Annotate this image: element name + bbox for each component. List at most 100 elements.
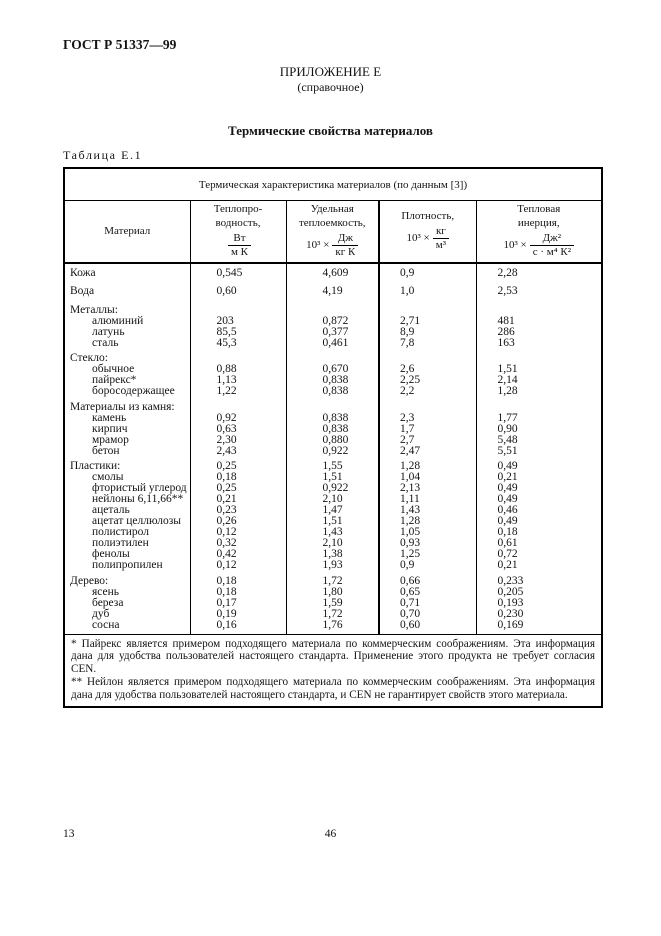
col-header-thermal-inertia: Тепловая инерция, 10³ × Дж² с · м⁴ К² (475, 200, 603, 264)
appendix-title: ПРИЛОЖЕНИЕ Е (279, 64, 382, 79)
value-cell: 2,3 (378, 412, 476, 424)
material-cell: фенолы (92, 548, 130, 560)
value-cell: 2,30 (189, 434, 286, 446)
value-cell: 286 (475, 326, 603, 338)
value-cell: 0,49 (475, 482, 603, 494)
material-cell: береза (92, 596, 124, 609)
table-row: Дерево: 0,18 1,72 0,66 0,233 (64, 571, 603, 587)
value-cell: 0,18 (189, 586, 286, 598)
value-cell: 0,66 (378, 571, 476, 587)
value-cell: 0,461 (285, 337, 379, 349)
value-cell: 0,23 (189, 504, 286, 516)
material-cell: Дерево: (70, 574, 109, 587)
value-cell: 1,72 (285, 571, 379, 587)
unit-denominator: кг К (335, 246, 356, 259)
value-cell: 1,28 (378, 456, 476, 472)
value-cell: 0,838 (285, 374, 379, 386)
value-cell: 0,49 (475, 493, 603, 505)
table-row: камень 0,92 0,838 2,3 1,77 (64, 412, 603, 424)
table-row: нейлоны 6,11,66** 0,21 2,10 1,11 0,49 (64, 493, 603, 505)
value-cell: 45,3 (189, 337, 286, 349)
value-cell: 5,51 (475, 445, 603, 457)
unit-fraction: Вт м К (227, 232, 252, 261)
value-cell: 0,670 (285, 363, 379, 375)
unit-denominator: с · м⁴ К² (532, 246, 571, 259)
value-cell: 1,51 (285, 471, 379, 483)
unit-density: 10³ × кг м³ (381, 225, 475, 254)
value-cell: 2,6 (378, 363, 476, 375)
table-caption-row: Термическая характеристика материалов (п… (64, 168, 603, 201)
value-cell: 1,04 (378, 471, 476, 483)
table-row: полистирол 0,12 1,43 1,05 0,18 (64, 526, 603, 538)
value-cell: 1,0 (378, 282, 476, 300)
value-cell: 0,93 (378, 537, 476, 549)
table-row: Стекло: (64, 348, 603, 364)
page-number-left: 13 (63, 828, 75, 840)
value-cell (378, 397, 476, 413)
material-cell: Вода (70, 284, 95, 297)
value-cell: 1,43 (285, 526, 379, 538)
material-cell: алюминий (92, 314, 144, 327)
value-cell: 0,90 (475, 423, 603, 435)
unit-numerator: Дж (332, 232, 359, 247)
value-cell: 1,38 (285, 548, 379, 560)
table-row: полипропилен 0,12 1,93 0,9 0,21 (64, 559, 603, 571)
material-cell: кирпич (92, 422, 128, 435)
table-row: боросодержащее 1,22 0,838 2,2 1,28 (64, 385, 603, 397)
table-row: алюминий 203 0,872 2,71 481 (64, 314, 603, 327)
table-row: фтористый углерод 0,25 0,922 2,13 0,49 (64, 482, 603, 494)
footnotes-row: * Пайрекс является примером подходящего … (64, 633, 603, 708)
materials-table: Термическая характеристика материалов (п… (63, 167, 604, 709)
unit-prefix: 10³ × (406, 232, 430, 245)
unit-thermal-inertia: 10³ × Дж² с · м⁴ К² (478, 232, 601, 261)
table-row: дуб 0,19 1,72 0,70 0,230 (64, 608, 603, 620)
footnote: ** Нейлон является примером подходящего … (71, 676, 596, 702)
value-cell: 0,25 (189, 456, 286, 472)
value-cell: 0,70 (378, 608, 476, 620)
value-cell: 2,7 (378, 434, 476, 446)
table-row: сталь 45,3 0,461 7,8 163 (64, 337, 603, 349)
value-cell: 0,922 (285, 482, 379, 494)
value-cell: 0,838 (285, 412, 379, 424)
material-cell: ясень (92, 585, 120, 598)
value-cell: 0,49 (475, 456, 603, 472)
unit-denominator: м³ (435, 239, 447, 252)
col-header-line: Удельная (310, 203, 354, 215)
value-cell (285, 348, 379, 364)
value-cell: 0,18 (189, 471, 286, 483)
value-cell: 0,61 (475, 537, 603, 549)
folio-number: 46 (324, 828, 337, 840)
value-cell: 1,72 (285, 608, 379, 620)
value-cell: 0,21 (475, 559, 603, 571)
value-cell: 2,10 (285, 537, 379, 549)
value-cell: 0,21 (475, 471, 603, 483)
materials-tbody: Кожа 0,545 4,609 0,9 2,28 Вода 0,60 4,19 1,0 2,53… (64, 263, 603, 634)
value-cell: 2,25 (378, 374, 476, 386)
value-cell: 0,16 (189, 619, 286, 634)
value-cell: 8,9 (378, 326, 476, 338)
material-cell: пайрекс* (92, 374, 137, 386)
value-cell (475, 348, 603, 364)
table-row: фенолы 0,42 1,38 1,25 0,72 (64, 548, 603, 560)
value-cell: 0,233 (475, 571, 603, 587)
unit-fraction: Дж² с · м⁴ К² (529, 232, 574, 261)
value-cell: 0,12 (189, 526, 286, 538)
material-cell: нейлоны 6,11,66** (92, 493, 184, 505)
value-cell: 1,77 (475, 412, 603, 424)
value-cell: 2,71 (378, 315, 476, 327)
value-cell: 1,43 (378, 504, 476, 516)
value-cell: 0,230 (475, 608, 603, 620)
table-row: сосна 0,16 1,76 0,60 0,169 (64, 619, 603, 634)
table-row: бетон 2,43 0,922 2,47 5,51 (64, 445, 603, 457)
value-cell: 2,47 (378, 445, 476, 457)
value-cell: 203 (189, 315, 286, 327)
value-cell: 2,13 (378, 482, 476, 494)
value-cell (189, 348, 286, 364)
value-cell: 0,12 (189, 559, 286, 571)
material-cell: обычное (92, 363, 135, 375)
col-header-line: Теплопро- (213, 203, 263, 215)
section-title: Термические свойства материалов (228, 123, 433, 138)
value-cell: 0,922 (285, 445, 379, 457)
value-cell: 481 (475, 315, 603, 327)
